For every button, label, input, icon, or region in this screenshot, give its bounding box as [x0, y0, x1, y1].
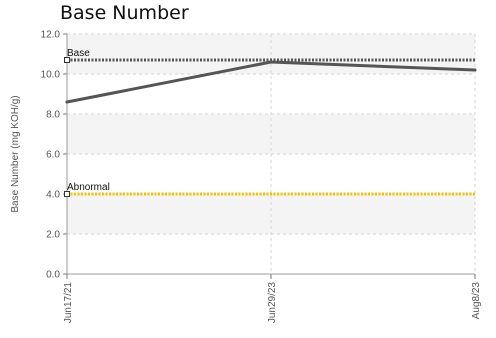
y-tick-label: 12.0: [41, 30, 61, 41]
y-tick-label: 8.0: [46, 110, 60, 121]
reference-label: Base: [67, 48, 90, 59]
y-tick-label: 6.0: [46, 150, 60, 161]
data-point: [473, 68, 477, 72]
x-tick-label: Aug8/23: [471, 282, 482, 320]
reference-label: Abnormal: [67, 182, 110, 193]
reference-marker: [64, 191, 70, 197]
y-tick-label: 2.0: [46, 230, 60, 241]
y-tick-label: 4.0: [46, 190, 60, 201]
data-point: [269, 60, 273, 64]
y-tick-label: 0.0: [46, 270, 60, 281]
y-axis-label: Base Number (mg KOH/g): [10, 95, 21, 212]
reference-marker: [64, 57, 70, 63]
x-tick-label: Jun29/23: [267, 282, 278, 324]
chart-title: Base Number: [60, 2, 189, 24]
x-tick-label: Jun17/21: [63, 282, 74, 324]
data-point: [65, 100, 69, 104]
y-tick-label: 10.0: [41, 70, 61, 81]
